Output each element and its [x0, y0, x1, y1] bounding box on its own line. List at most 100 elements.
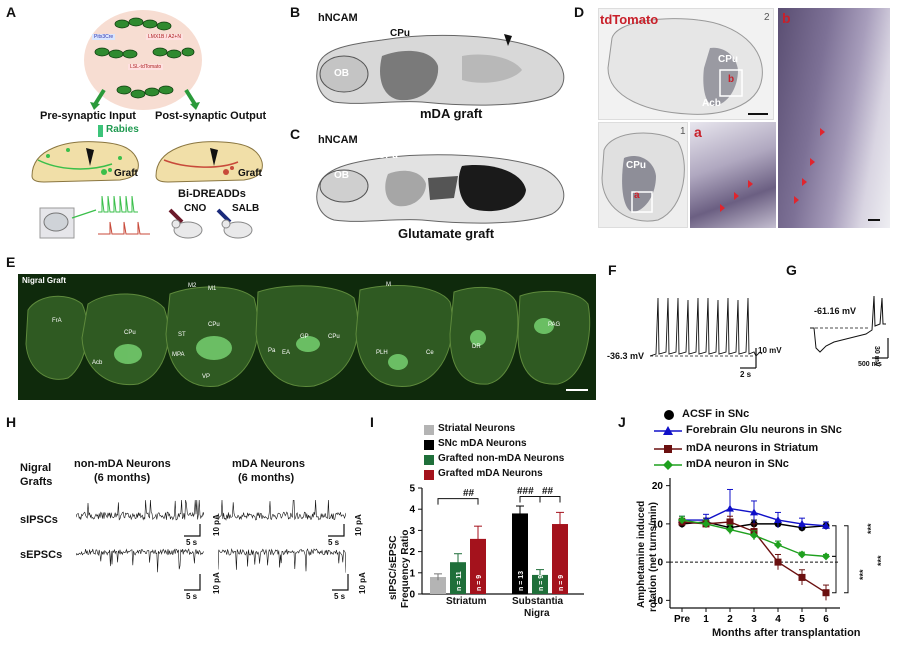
panel-e-region-m2: M2	[188, 283, 197, 289]
panel-e-region-gp: GP	[300, 334, 309, 340]
panel-j-xlabel: Months after transplantation	[712, 627, 861, 639]
panel-a-pre-label: Pre-synaptic Input	[40, 110, 136, 122]
panel-a-cell-clusters	[94, 17, 195, 99]
data-point	[822, 589, 830, 597]
panel-h-epsc-trace-right	[218, 548, 346, 573]
current-trace	[76, 548, 204, 573]
bar	[552, 524, 568, 594]
panel-h-row1-label: sIPSCs	[20, 514, 58, 526]
data-point	[750, 508, 758, 516]
panel-c-ob: OB	[334, 170, 349, 181]
panel-e-region-fra: FrA	[52, 318, 62, 324]
panel-d-inset-b	[778, 8, 890, 228]
panel-c-brain-section	[316, 154, 565, 224]
panel-e-label: E	[6, 254, 16, 270]
panel-h-row-title-2: Grafts	[20, 476, 53, 488]
data-point	[774, 516, 782, 524]
data-point	[798, 550, 806, 559]
data-point	[702, 519, 710, 528]
y-tick-label: 3	[409, 526, 415, 537]
panel-g-scale-t: 500 ms	[858, 361, 882, 368]
panel-a-circle-label-3: LSL-tdTomato	[128, 64, 164, 70]
panel-e-region-m1: M1	[208, 286, 217, 292]
panel-e-region-ea: EA	[282, 350, 291, 356]
panel-a-cno: CNO	[184, 203, 207, 214]
panel-e-region-vp: VP	[202, 374, 211, 380]
legend-label-snc: SNc mDA Neurons	[438, 438, 527, 449]
panel-e-region-pa: Pa	[268, 348, 276, 354]
panel-e-region-m: M	[386, 282, 391, 288]
panel-c-title: Glutamate graft	[398, 226, 495, 241]
panel-d-marker: tdTomato	[600, 12, 659, 27]
x-tick-label: 1	[703, 614, 709, 625]
bracket-1	[832, 525, 837, 557]
panel-h-scale-a-4: 10 pA	[358, 572, 367, 594]
panel-h-col2-2: (6 months)	[238, 472, 295, 484]
panel-a-circle-label-2: LMX1B / A2+N	[146, 34, 183, 40]
legend-marker-striatum	[654, 445, 682, 453]
legend-swatch-nonmda	[424, 455, 434, 465]
y-tick-label: 2	[409, 547, 415, 558]
panel-h-label: H	[6, 414, 17, 430]
legend-marker-glu	[654, 426, 682, 435]
panel-h-scale-t-1: 5 s	[186, 538, 198, 547]
panel-e-region-mpa: MPA	[172, 352, 185, 358]
panel-h-epsc-trace-left	[76, 548, 204, 573]
panel-h-scale-t-3: 5 s	[186, 592, 198, 601]
panel-f-scale-t: 2 s	[740, 370, 752, 379]
panel-d-sub-a: a	[634, 190, 640, 201]
x-tick-label: Pre	[674, 614, 691, 625]
current-trace	[218, 548, 346, 573]
panel-i-group-2-2: Nigra	[524, 608, 550, 619]
panel-g-label: G	[786, 262, 797, 278]
x-tick-label: 3	[751, 614, 757, 625]
data-point	[726, 525, 734, 534]
panel-d-inset-a	[690, 122, 776, 228]
panel-a-circle-label-1: Pitx3Cre	[92, 34, 116, 40]
bar-n-label: n = 13	[518, 571, 525, 591]
y-tick-label: 0	[657, 558, 663, 569]
panel-e-region-st: ST	[178, 332, 186, 338]
data-point	[774, 558, 782, 566]
y-tick-label: 4	[409, 505, 415, 516]
legend-label-snc-mda: mDA neuron in SNc	[686, 458, 789, 470]
panel-e-region-ce: Ce	[426, 350, 434, 356]
data-point	[750, 531, 758, 540]
panel-h-scale-a-2: 10 pA	[354, 514, 363, 536]
panel-c-label: C	[290, 126, 301, 142]
panel-a-label: A	[6, 4, 17, 20]
legend-label-mda: Grafted mDA Neurons	[438, 468, 543, 479]
panel-h-col1-2: (6 months)	[94, 472, 151, 484]
panel-d-sub-b: b	[728, 74, 735, 85]
panel-a-rabies-bar	[98, 125, 103, 137]
x-tick-label: 4	[775, 614, 781, 625]
legend-swatch-snc	[424, 440, 434, 450]
panel-h-col2-1: mDA Neurons	[232, 458, 305, 470]
panel-a-graft-left: Graft	[114, 168, 138, 179]
bar	[532, 574, 548, 594]
panel-h-scale-t-4: 5 s	[334, 592, 346, 601]
panel-j-chart: -10 0 10 20 Pre 1 2 3 4 5 6	[649, 478, 849, 625]
bracket-sn-right	[539, 495, 561, 503]
panel-j-sig-1: ***	[866, 523, 876, 534]
panel-e-title: Nigral Graft	[22, 276, 67, 285]
panel-d-inset-arrows	[720, 128, 880, 221]
panel-d-inset-b-label: b	[782, 10, 791, 26]
legend-label-striatal: Striatal Neurons	[438, 423, 516, 434]
panel-e-region-cpu-2: CPu	[208, 322, 220, 328]
panel-b-brain-section	[316, 34, 565, 106]
panel-i-chart: 0 1 2 3 4 5 n = 11 n = 9 n = 13 n = 9 n = 9	[409, 484, 584, 601]
panel-h-scale-a-3: 10 pA	[212, 572, 221, 594]
bar	[450, 562, 466, 594]
bracket-sn-left	[519, 495, 541, 503]
panel-e-sections	[25, 285, 591, 391]
panel-a-arrows	[90, 88, 200, 110]
panel-h-ipsc-trace-left	[76, 500, 204, 521]
panel-d-acb: Acb	[702, 98, 721, 109]
panel-c-cpu: CPu	[378, 150, 398, 161]
panel-d-num-1: 1	[680, 126, 686, 137]
panel-i-ylabel-1: sIPSC/sEPSC	[388, 535, 399, 600]
panel-a-salb: SALB	[232, 203, 260, 214]
panel-j-ylabel-2: rotation (net turns/min)	[648, 502, 659, 612]
legend-marker-acsf	[664, 410, 674, 420]
